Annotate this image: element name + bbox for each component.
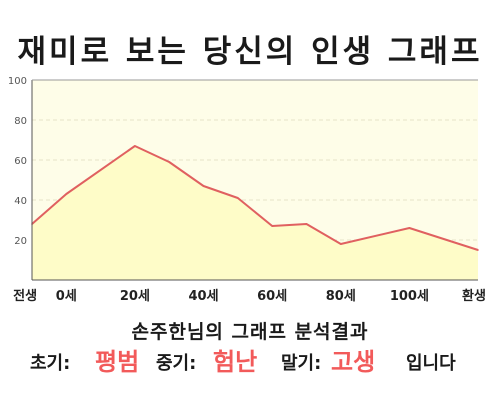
data-point <box>271 225 273 227</box>
y-tick-label: 60 <box>14 156 27 167</box>
early-label: 초기: <box>30 353 71 374</box>
x-tick-label: 전생 <box>13 288 37 304</box>
data-point <box>202 185 205 187</box>
x-tick-label: 0세 <box>56 289 77 304</box>
x-tick-label: 60세 <box>257 289 287 304</box>
x-tick-label: 환생 <box>462 288 486 304</box>
x-tick-label: 80세 <box>326 289 356 304</box>
data-point <box>134 145 136 147</box>
y-axis-ticks: 20 40 60 80 100 <box>8 76 27 247</box>
y-tick-label: 40 <box>14 196 27 207</box>
middle-label: 중기: <box>156 353 197 374</box>
y-tick-label: 80 <box>14 116 27 127</box>
y-tick-label: 100 <box>8 76 27 87</box>
area-series <box>31 145 479 280</box>
data-point <box>237 197 239 199</box>
early-value: 평범 <box>95 348 140 376</box>
middle-value: 험난 <box>213 348 258 376</box>
result-suffix: 입니다 <box>406 353 456 374</box>
data-point <box>65 193 68 195</box>
data-point <box>305 223 308 225</box>
chart-title: 재미로 보는 당신의 인생 그래프 <box>17 34 483 70</box>
late-label: 말기: <box>281 353 322 374</box>
data-point <box>168 161 171 163</box>
result-heading: 손주한님의 그래프 분석결과 <box>131 321 369 343</box>
late-value: 고생 <box>331 348 376 376</box>
y-tick-label: 20 <box>14 236 27 247</box>
x-axis-ticks: 전생 0세 20세 40세 60세 80세 100세 환생 <box>13 288 486 304</box>
x-tick-label: 40세 <box>189 289 219 304</box>
x-tick-label: 20세 <box>120 289 150 304</box>
x-tick-label: 100세 <box>390 289 429 304</box>
data-point <box>408 227 411 229</box>
data-point <box>339 243 342 245</box>
data-point <box>477 249 479 251</box>
axes <box>31 79 478 281</box>
result-summary: 초기: 평범 중기: 험난 말기: 고생 입니다 <box>0 346 500 382</box>
